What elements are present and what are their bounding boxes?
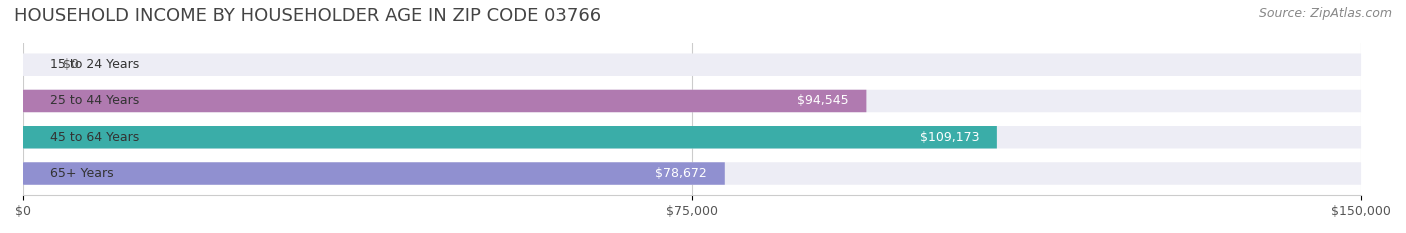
FancyBboxPatch shape: [22, 126, 1361, 148]
Text: $109,173: $109,173: [920, 131, 979, 144]
Text: 15 to 24 Years: 15 to 24 Years: [49, 58, 139, 71]
Text: Source: ZipAtlas.com: Source: ZipAtlas.com: [1258, 7, 1392, 20]
Text: 45 to 64 Years: 45 to 64 Years: [49, 131, 139, 144]
Text: $94,545: $94,545: [797, 95, 849, 107]
Text: HOUSEHOLD INCOME BY HOUSEHOLDER AGE IN ZIP CODE 03766: HOUSEHOLD INCOME BY HOUSEHOLDER AGE IN Z…: [14, 7, 602, 25]
FancyBboxPatch shape: [22, 162, 724, 185]
Text: 25 to 44 Years: 25 to 44 Years: [49, 95, 139, 107]
Text: $0: $0: [63, 58, 79, 71]
FancyBboxPatch shape: [22, 162, 1361, 185]
FancyBboxPatch shape: [22, 90, 866, 112]
FancyBboxPatch shape: [22, 54, 1361, 76]
Text: 65+ Years: 65+ Years: [49, 167, 114, 180]
FancyBboxPatch shape: [22, 126, 997, 148]
FancyBboxPatch shape: [22, 90, 1361, 112]
Text: $78,672: $78,672: [655, 167, 707, 180]
